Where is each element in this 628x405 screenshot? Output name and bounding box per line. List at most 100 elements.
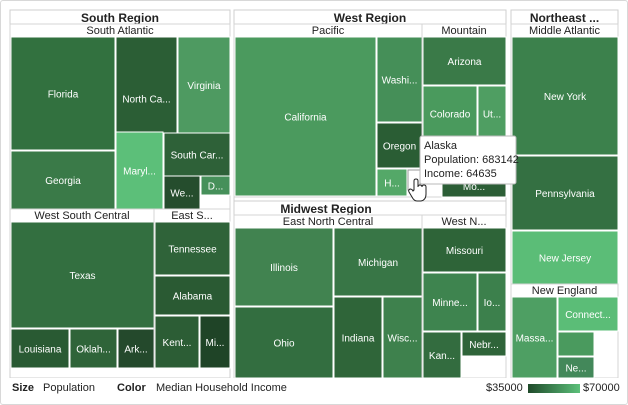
state-tile-rect[interactable]	[461, 331, 507, 357]
state-tile-h[interactable]: H...	[376, 168, 408, 197]
state-tile-rect[interactable]	[333, 227, 423, 297]
state-tile-rect[interactable]	[477, 272, 507, 332]
state-tile-indiana[interactable]: Indiana	[333, 296, 383, 378]
state-tile-wisc[interactable]: Wisc...	[382, 296, 423, 378]
division-title: Mountain	[441, 25, 486, 37]
state-tile-michigan[interactable]: Michigan	[333, 227, 423, 297]
state-tile-rect[interactable]	[10, 328, 70, 369]
state-tile-ne[interactable]: Ne...	[557, 356, 595, 378]
state-tile-south-car[interactable]: South Car...	[163, 132, 231, 177]
state-tile-io[interactable]: Io...	[477, 272, 507, 332]
state-tile-california[interactable]: California	[234, 36, 377, 197]
state-label: Indiana	[342, 334, 375, 345]
region-title-bg	[235, 11, 505, 24]
state-tile-new-york[interactable]: New York	[511, 36, 619, 156]
tooltip-box	[419, 135, 517, 185]
state-tile-connect[interactable]: Connect...	[557, 296, 619, 332]
state-tile-rect[interactable]	[557, 296, 619, 332]
region-title-bg	[11, 11, 229, 24]
state-tile-rect[interactable]	[511, 36, 619, 156]
state-tile-kent[interactable]: Kent...	[154, 315, 200, 369]
division-title: Pacific	[312, 25, 345, 37]
state-tile-rect[interactable]	[154, 275, 231, 316]
state-tile-rect[interactable]	[154, 315, 200, 369]
state-tile-new-jersey[interactable]: New Jersey	[511, 230, 619, 285]
state-label: Kan...	[429, 351, 455, 362]
state-tile-ark[interactable]: Ark...	[117, 328, 155, 369]
division-title: West N...	[441, 216, 486, 228]
state-tile-texas[interactable]: Texas	[10, 221, 155, 329]
state-tile-rect[interactable]	[154, 221, 231, 276]
state-tile-rect[interactable]	[511, 296, 558, 378]
state-label: Ohio	[273, 339, 295, 350]
state-tile-rect[interactable]	[477, 85, 507, 142]
state-tile-alabama[interactable]: Alabama	[154, 275, 231, 316]
state-tile-washi[interactable]: Washi...	[376, 36, 423, 123]
state-tile-pennsylvania[interactable]: Pennsylvania	[511, 155, 619, 231]
state-tile-rect[interactable]	[422, 272, 478, 332]
state-tile-rect[interactable]	[511, 230, 619, 285]
state-label: Oregon	[383, 142, 416, 153]
state-label: Pennsylvania	[535, 189, 595, 200]
state-label: Io...	[484, 298, 501, 309]
size-label: Size	[12, 382, 35, 394]
state-tile-georgia[interactable]: Georgia	[10, 150, 116, 210]
state-tile-oregon[interactable]: Oregon	[376, 122, 423, 169]
state-label: Mi...	[206, 338, 225, 349]
state-tile-rect[interactable]	[376, 168, 408, 197]
division-title: South Atlantic	[86, 25, 154, 37]
state-tile-rect[interactable]	[199, 315, 231, 369]
state-tile-ut[interactable]: Ut...	[477, 85, 507, 142]
state-tile-maryl[interactable]: Maryl...	[115, 131, 164, 210]
state-tile-ohio[interactable]: Ohio	[234, 306, 334, 378]
state-tile-kan[interactable]: Kan...	[422, 331, 462, 378]
chart-footer: Size Population Color Median Household I…	[0, 378, 628, 400]
state-tile-rect[interactable]	[422, 227, 507, 273]
state-tile-rect[interactable]	[200, 175, 231, 196]
state-tile-mi[interactable]: Mi...	[199, 315, 231, 369]
state-tile-rect[interactable]	[511, 155, 619, 231]
state-tile-rect[interactable]	[234, 306, 334, 378]
region-title-bg	[235, 202, 417, 215]
state-tile-rect[interactable]	[177, 36, 231, 134]
state-tile-d[interactable]: D...	[200, 175, 231, 196]
state-label: Illinois	[270, 263, 298, 274]
state-tile-nebr[interactable]: Nebr...	[461, 331, 507, 357]
division-title: New England	[532, 285, 597, 297]
state-tile-rect[interactable]	[422, 36, 507, 86]
region-title: Midwest Region	[280, 202, 371, 216]
state-label: Kent...	[163, 338, 192, 349]
state-tile-virginia[interactable]: Virginia	[177, 36, 231, 134]
state-tile-rect[interactable]	[163, 132, 231, 177]
state-tile-massa[interactable]: Massa...	[511, 296, 558, 378]
state-tile-rect[interactable]	[10, 150, 116, 210]
state-tile-tennessee[interactable]: Tennessee	[154, 221, 231, 276]
state-tile-missouri[interactable]: Missouri	[422, 227, 507, 273]
state-tile-rect[interactable]	[557, 331, 595, 357]
state-tile-illinois[interactable]: Illinois	[234, 227, 334, 307]
state-tile-ma[interactable]	[557, 331, 595, 357]
state-tile-rect[interactable]	[115, 131, 164, 210]
state-tile-florida[interactable]: Florida	[10, 36, 116, 151]
state-label: Ne...	[565, 364, 586, 375]
state-tile-rect[interactable]	[10, 221, 155, 329]
state-tile-rect[interactable]	[557, 356, 595, 378]
division-title: West South Central	[34, 210, 129, 222]
state-tile-minne[interactable]: Minne...	[422, 272, 478, 332]
state-tile-arizona[interactable]: Arizona	[422, 36, 507, 86]
state-tile-rect[interactable]	[10, 36, 116, 151]
state-tile-rect[interactable]	[422, 331, 462, 378]
state-tile-rect[interactable]	[69, 328, 118, 369]
state-tile-rect[interactable]	[234, 36, 377, 197]
state-label: New Jersey	[539, 254, 591, 265]
state-tile-rect[interactable]	[333, 296, 383, 378]
state-tile-colorado[interactable]: Colorado	[422, 85, 478, 142]
state-tile-rect[interactable]	[234, 227, 334, 307]
state-tile-we[interactable]: We...	[163, 175, 201, 210]
state-label: Oklah...	[76, 345, 110, 356]
state-tile-louisiana[interactable]: Louisiana	[10, 328, 70, 369]
region-title-bg	[512, 11, 617, 24]
color-scale-gradient	[528, 384, 580, 393]
state-tile-rect[interactable]	[376, 36, 423, 123]
state-tile-oklah[interactable]: Oklah...	[69, 328, 118, 369]
